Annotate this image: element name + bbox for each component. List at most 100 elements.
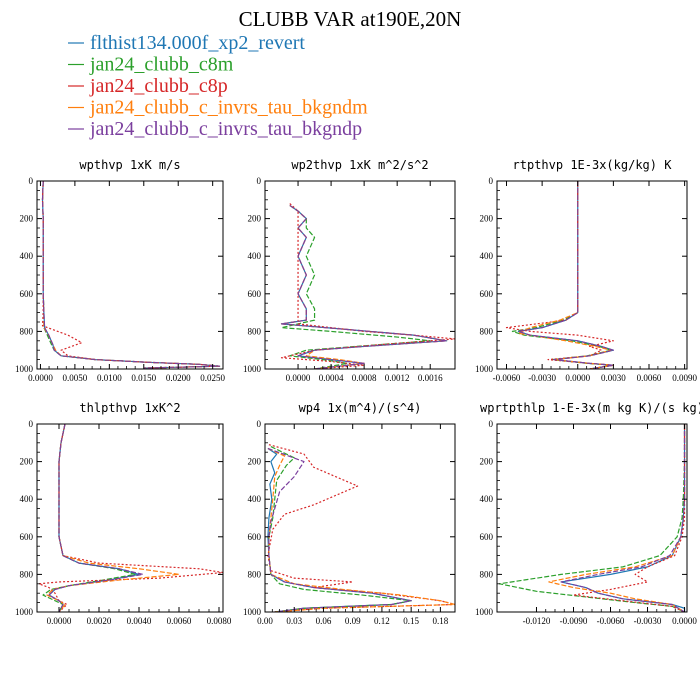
legend-entry: jan24_clubb_c_invrs_tau_bkgndp <box>68 118 362 140</box>
legend-label: jan24_clubb_c_invrs_tau_bkgndp <box>89 118 362 140</box>
y-tick-label: 800 <box>480 326 494 336</box>
y-tick-label: 1000 <box>243 364 262 374</box>
legend-label: jan24_clubb_c_invrs_tau_bkgndm <box>89 97 368 119</box>
x-tick-label: 0.06 <box>316 616 332 626</box>
x-tick-label: 0.0000 <box>47 616 72 626</box>
series-group <box>280 203 455 369</box>
x-tick-label: -0.0060 <box>597 616 625 626</box>
y-tick-label: 800 <box>20 569 34 579</box>
y-tick-label: 600 <box>480 532 494 542</box>
y-tick-label: 400 <box>248 251 262 261</box>
legend-entry: jan24_clubb_c8m <box>68 54 234 76</box>
legend-label: jan24_clubb_c8m <box>89 54 234 76</box>
panel-3: rtpthvp 1E-3x(kg/kg) K -0.0060 -0.0030 0.00… <box>475 158 698 383</box>
x-tick-label: 0.0200 <box>166 373 191 383</box>
series-line-3 <box>280 203 455 369</box>
y-tick-label: 800 <box>20 326 34 336</box>
x-tick-label: 0.0030 <box>601 373 626 383</box>
series-line-4 <box>41 181 221 369</box>
series-line-1 <box>267 447 412 612</box>
x-tick-label: 0.18 <box>433 616 449 626</box>
series-line-5 <box>280 204 448 369</box>
series-line-3 <box>572 424 686 612</box>
x-tick-label: 0.0020 <box>87 616 112 626</box>
series-line-3 <box>267 444 455 612</box>
plot-frame <box>496 180 688 370</box>
y-tick-label: 400 <box>20 251 34 261</box>
panel-2: wp2thvp 1xK m^2/s^2 0.0000 0.0004 0.0008 0.0… <box>243 158 456 383</box>
y-tick-label: 800 <box>248 326 262 336</box>
series-line-2 <box>498 424 686 612</box>
x-tick-label: 0.0150 <box>131 373 156 383</box>
legend-entry: jan24_clubb_c_invrs_tau_bkgndm <box>68 97 368 119</box>
y-tick-label: 1000 <box>475 364 494 374</box>
legend-entry: jan24_clubb_c8p <box>68 75 228 97</box>
plot-frame <box>36 180 224 370</box>
y-tick-label: 200 <box>248 214 262 224</box>
y-tick-label: 1000 <box>243 607 262 617</box>
series-group <box>41 181 221 369</box>
series-line-1 <box>280 204 448 369</box>
x-tick-label: 0.09 <box>345 616 361 626</box>
x-tick-label: 0.0250 <box>200 373 225 383</box>
x-tick-label: 0.0012 <box>385 373 410 383</box>
y-tick-label: 800 <box>480 569 494 579</box>
y-tick-label: 1000 <box>15 607 34 617</box>
series-group <box>38 424 223 612</box>
panel-title: wp2thvp 1xK m^2/s^2 <box>291 158 428 172</box>
y-tick-label: 400 <box>20 494 34 504</box>
series-group <box>505 181 614 369</box>
y-tick-label: 600 <box>480 289 494 299</box>
y-tick-label: 0 <box>257 176 262 186</box>
series-line-2 <box>41 181 221 369</box>
panel-title: rtpthvp 1E-3x(kg/kg) K <box>513 158 673 172</box>
y-tick-label: 600 <box>20 289 34 299</box>
y-tick-label: 200 <box>480 214 494 224</box>
y-tick-label: 200 <box>20 457 34 467</box>
y-tick-label: 400 <box>480 494 494 504</box>
x-tick-label: 0.12 <box>374 616 390 626</box>
y-tick-label: 600 <box>20 532 34 542</box>
x-tick-label: 0.0060 <box>637 373 662 383</box>
series-line-1 <box>41 181 221 369</box>
y-tick-label: 600 <box>248 289 262 299</box>
x-tick-label: -0.0090 <box>560 616 588 626</box>
y-tick-label: 400 <box>480 251 494 261</box>
x-tick-label: 0.0100 <box>97 373 122 383</box>
x-tick-label: 0.0060 <box>167 616 192 626</box>
x-tick-label: 0.0004 <box>319 373 344 383</box>
y-tick-label: 0 <box>489 176 494 186</box>
series-line-2 <box>280 204 431 369</box>
y-tick-label: 200 <box>20 214 34 224</box>
legend-entry: flthist134.000f_xp2_revert <box>68 32 305 54</box>
y-tick-label: 600 <box>248 532 262 542</box>
series-group <box>267 444 455 612</box>
x-tick-label: 0.0000 <box>565 373 590 383</box>
series-line-5 <box>48 424 144 612</box>
y-tick-label: 1000 <box>15 364 34 374</box>
series-line-4 <box>267 447 455 612</box>
y-tick-label: 800 <box>248 569 262 579</box>
x-tick-label: 0.0000 <box>672 616 697 626</box>
x-tick-label: 0.0008 <box>352 373 377 383</box>
panel-title: thlpthvp 1xK^2 <box>79 401 180 415</box>
series-line-4 <box>280 204 448 369</box>
legend-label: flthist134.000f_xp2_revert <box>90 32 305 54</box>
x-tick-label: -0.0060 <box>493 373 521 383</box>
x-tick-label: 0.0040 <box>127 616 152 626</box>
series-line-4 <box>46 424 180 612</box>
series-line-1 <box>48 424 140 612</box>
x-tick-label: -0.0120 <box>523 616 551 626</box>
panel-title: wpthvp 1xK m/s <box>79 158 180 172</box>
figure-title: CLUBB VAR at190E,20N <box>239 7 462 31</box>
series-line-5 <box>41 181 221 369</box>
x-tick-label: 0.00 <box>257 616 273 626</box>
series-line-5 <box>267 447 412 612</box>
legend-label: jan24_clubb_c8p <box>89 75 228 97</box>
x-tick-label: 0.0000 <box>286 373 311 383</box>
y-tick-label: 0 <box>29 176 34 186</box>
x-tick-label: 0.0000 <box>28 373 53 383</box>
series-line-3 <box>38 424 223 612</box>
panels: wpthvp 1xK m/s0.0000 0.0050 0.0100 0.0150 0.… <box>15 158 700 626</box>
